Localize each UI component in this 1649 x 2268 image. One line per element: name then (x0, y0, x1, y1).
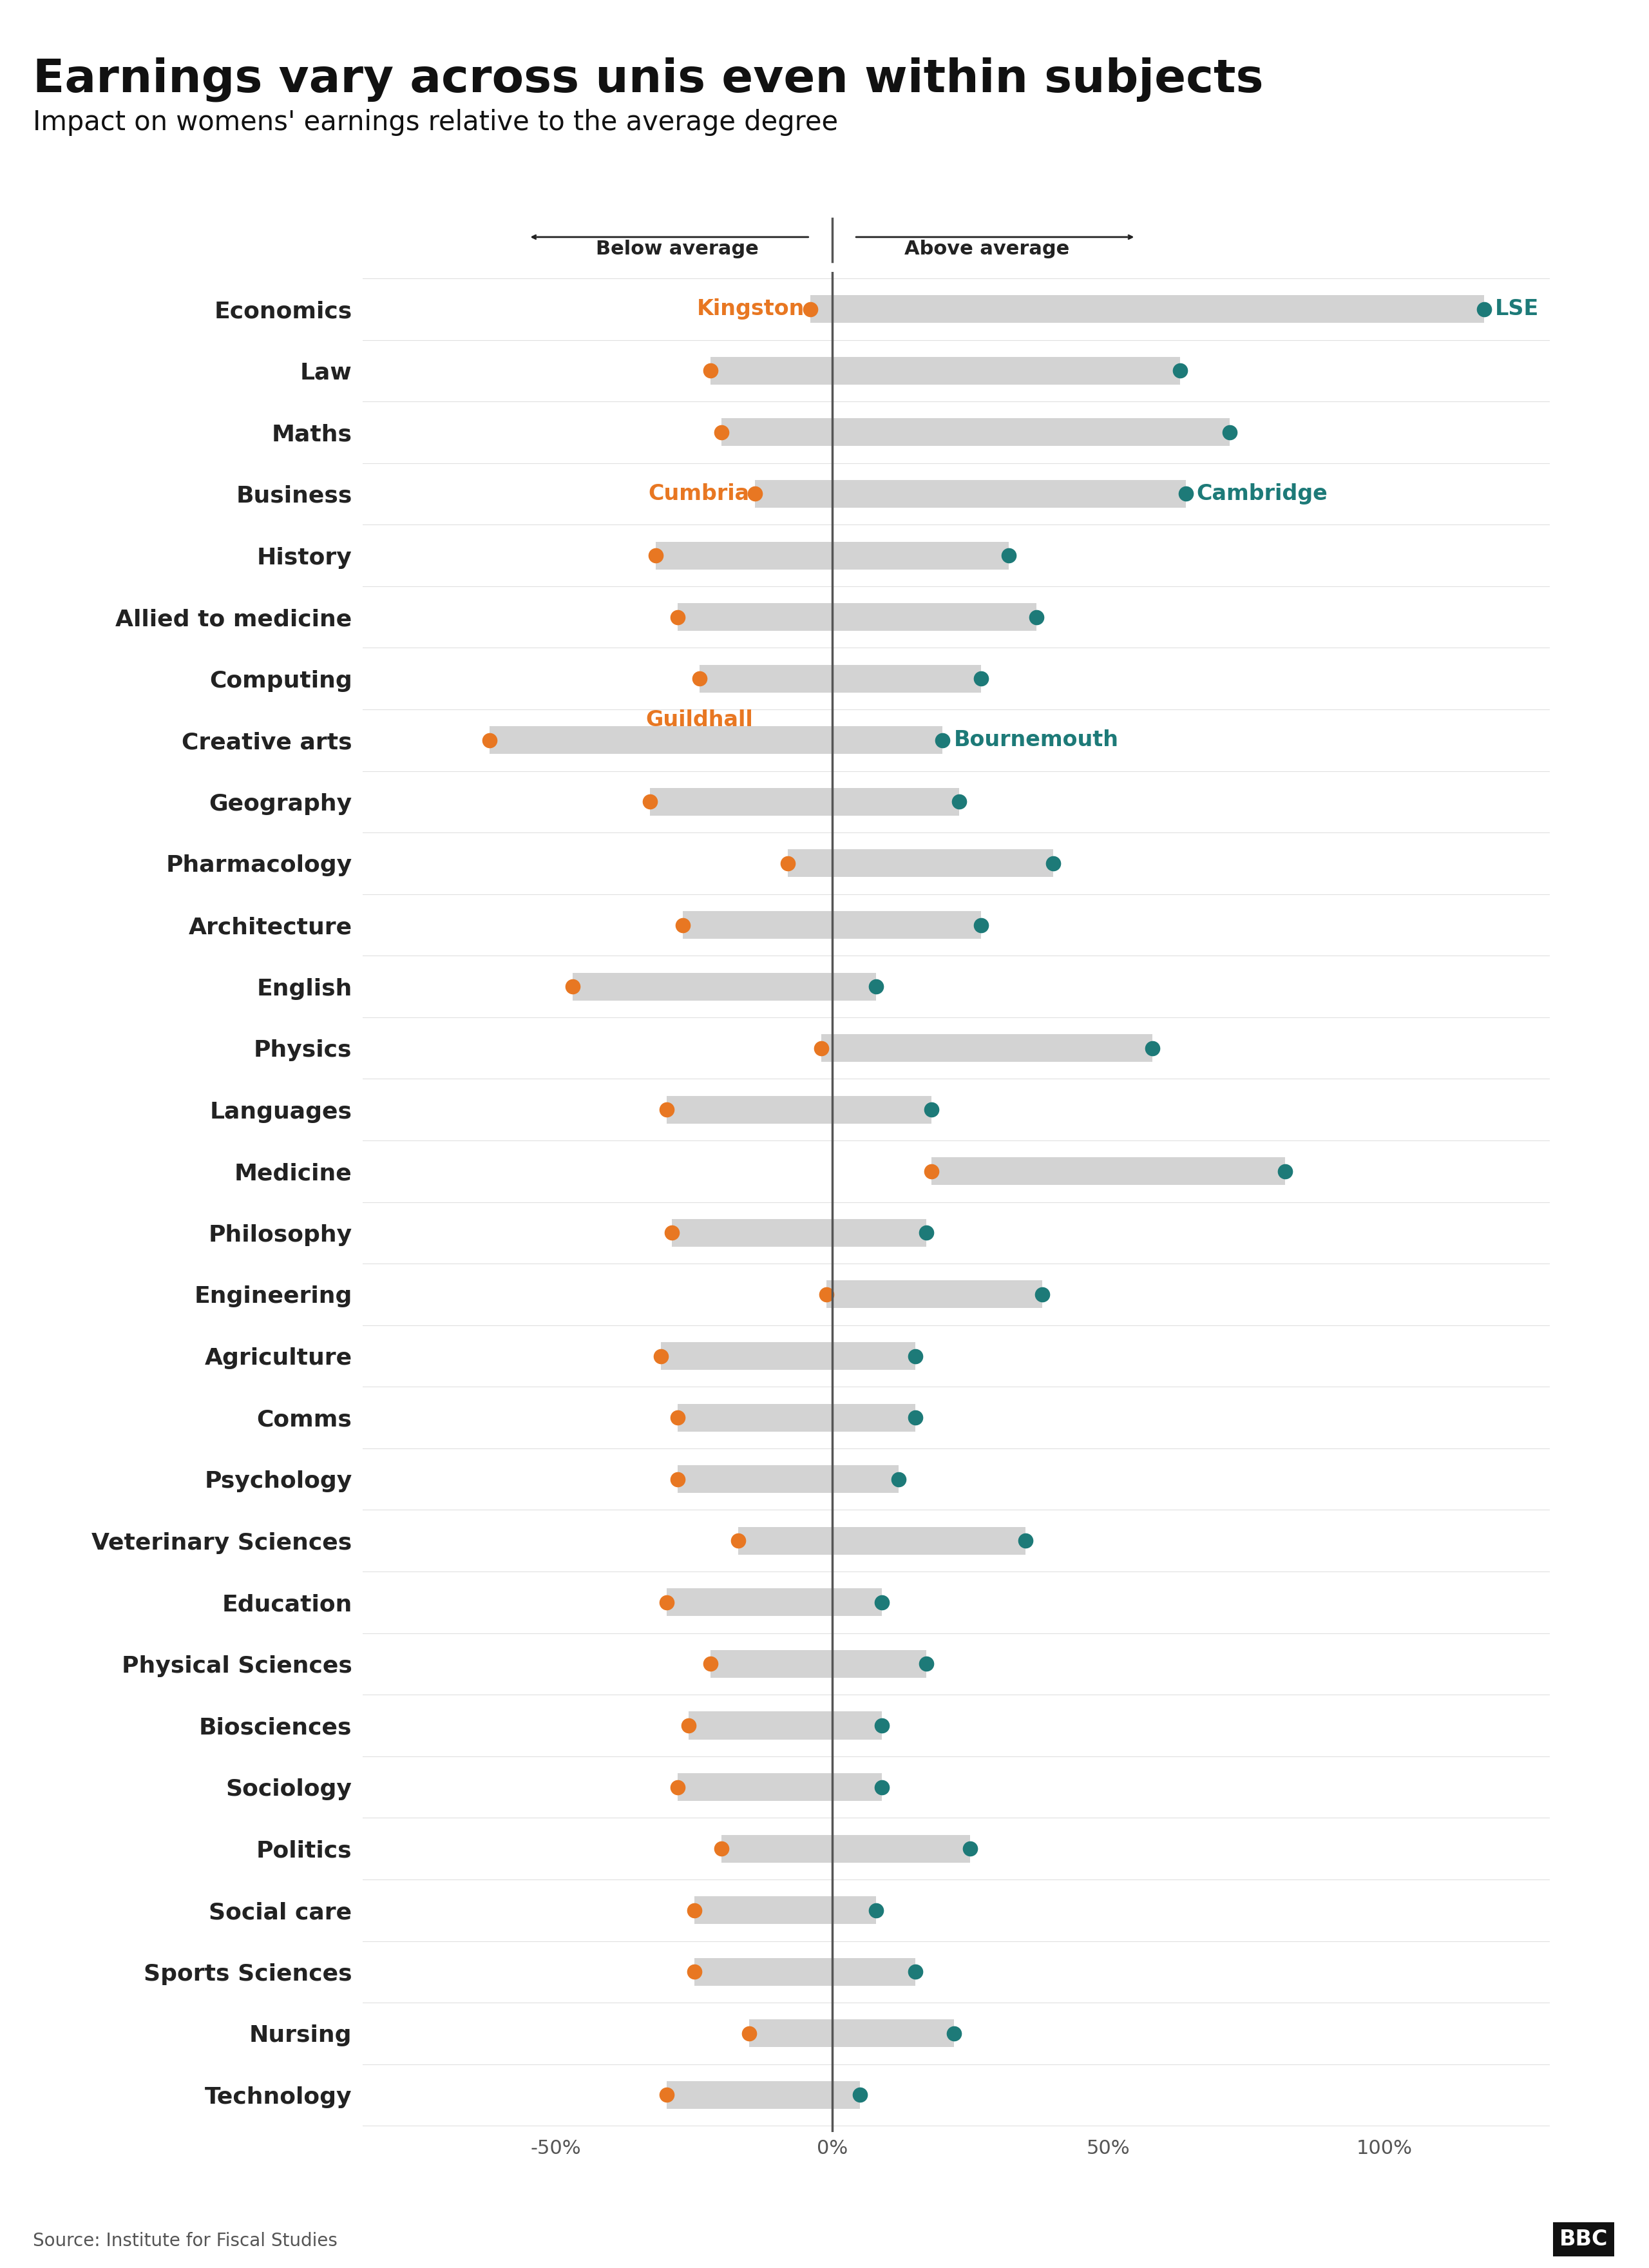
Bar (490, 726, 943, 753)
Bar (821, 1034, 1153, 1061)
Bar (678, 1404, 915, 1431)
Bar (722, 1835, 970, 1862)
Bar (678, 603, 1037, 631)
Bar (711, 1651, 927, 1678)
Text: Earnings vary across unis even within subjects: Earnings vary across unis even within su… (33, 57, 1263, 102)
Bar (661, 1343, 915, 1370)
Bar (683, 912, 981, 939)
Bar (826, 1281, 1042, 1309)
Bar (689, 1712, 882, 1740)
Bar (678, 1465, 899, 1492)
Text: Source: Institute for Fiscal Studies: Source: Institute for Fiscal Studies (33, 2232, 338, 2250)
Text: LSE: LSE (1496, 299, 1539, 320)
Bar (694, 1896, 876, 1923)
Bar (932, 1157, 1285, 1186)
Bar (749, 2019, 953, 2048)
Bar (666, 1095, 932, 1123)
Bar (739, 1526, 1026, 1554)
Bar (694, 1957, 915, 1987)
Bar (678, 1774, 882, 1801)
Bar (650, 787, 960, 816)
Bar (788, 850, 1054, 878)
Bar (722, 417, 1230, 447)
Text: BBC: BBC (1560, 2229, 1608, 2250)
Text: Kingston: Kingston (698, 299, 805, 320)
Text: Above average: Above average (904, 240, 1069, 259)
Bar (810, 295, 1484, 322)
Bar (655, 542, 1009, 569)
Text: Guildhall: Guildhall (646, 710, 754, 730)
Bar (666, 2082, 859, 2109)
Bar (755, 481, 1186, 508)
Text: Cambridge: Cambridge (1197, 483, 1327, 503)
Bar (666, 1588, 882, 1617)
Bar (572, 973, 876, 1000)
Bar (699, 665, 981, 692)
Text: Bournemouth: Bournemouth (953, 730, 1118, 751)
Text: Cumbria: Cumbria (648, 483, 749, 503)
Text: Below average: Below average (597, 240, 759, 259)
Bar (673, 1218, 927, 1247)
Bar (711, 356, 1181, 386)
Text: Impact on womens' earnings relative to the average degree: Impact on womens' earnings relative to t… (33, 109, 838, 136)
